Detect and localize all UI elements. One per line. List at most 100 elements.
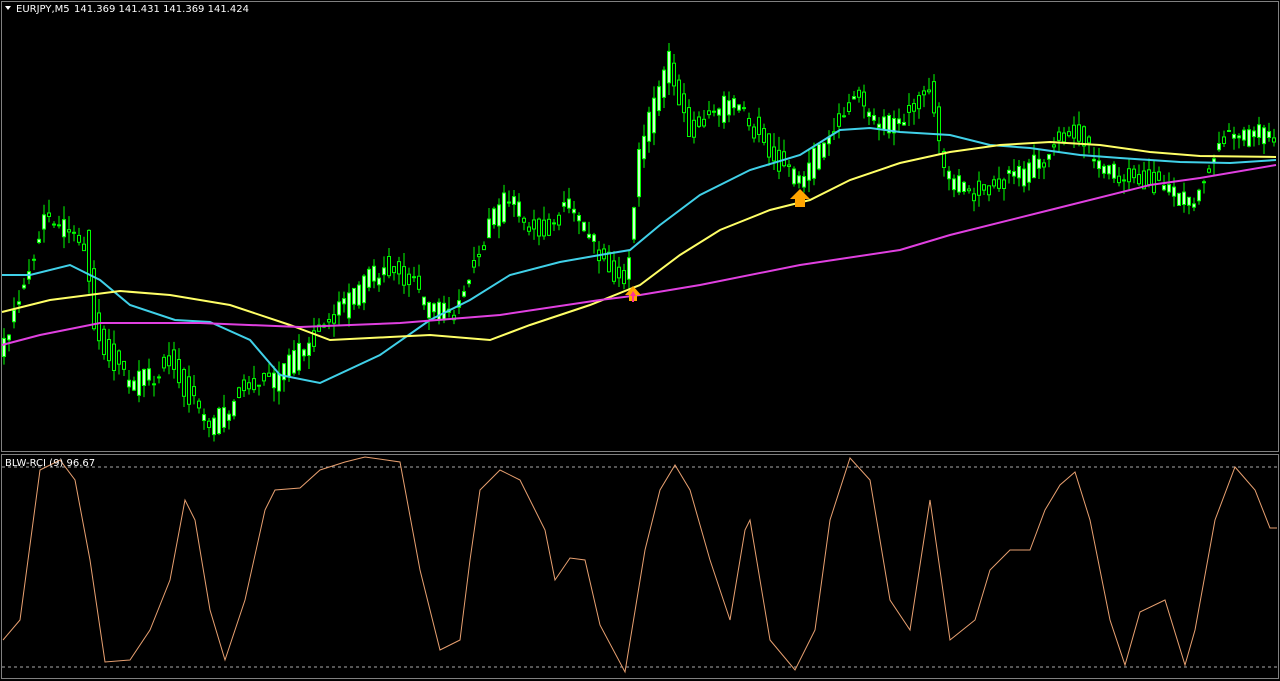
candle-body	[432, 303, 436, 313]
candle-body	[312, 330, 316, 347]
candle-body	[572, 208, 576, 214]
candle-body	[857, 89, 861, 98]
candle-body	[72, 231, 76, 234]
candle-body	[2, 337, 6, 358]
candle-body	[92, 268, 96, 330]
candle-body	[837, 113, 841, 127]
candle-body	[127, 379, 131, 388]
candle-body	[967, 188, 971, 192]
candle-body	[407, 273, 411, 286]
candle-body	[1017, 165, 1021, 179]
candle-body	[1132, 168, 1136, 179]
candle-body	[552, 222, 556, 225]
candle-body	[672, 62, 676, 87]
candle-body	[932, 81, 936, 114]
candle-body	[42, 214, 46, 230]
candle-body	[532, 219, 536, 230]
candle-body	[1067, 131, 1071, 137]
candle-body	[247, 382, 251, 390]
candle-body	[657, 86, 661, 112]
candle-body	[132, 380, 136, 391]
candle-body	[47, 212, 51, 217]
candle-body	[1182, 191, 1186, 206]
candle-body	[882, 116, 886, 130]
candle-body	[1177, 192, 1181, 206]
candle-body	[307, 342, 311, 356]
candle-body	[1142, 170, 1146, 190]
candle-body	[372, 265, 376, 282]
candle-body	[797, 175, 801, 184]
candle-body	[12, 309, 16, 323]
candle-body	[467, 279, 471, 285]
candle-body	[952, 178, 956, 191]
candle-body	[177, 359, 181, 384]
candle-body	[582, 221, 586, 232]
candle-body	[317, 324, 321, 332]
candle-body	[222, 407, 226, 428]
candle-body	[1227, 130, 1231, 133]
signal-arrow	[630, 291, 636, 302]
candle-body	[297, 342, 301, 371]
candle-body	[182, 369, 186, 397]
candle-body	[1092, 158, 1096, 162]
candle-body	[502, 192, 506, 223]
candle-body	[232, 400, 236, 417]
candle-body	[477, 253, 481, 258]
candle-body	[1237, 135, 1241, 139]
candle-body	[742, 107, 746, 110]
candle-body	[1172, 186, 1176, 197]
candle-body	[617, 266, 621, 279]
candle-body	[787, 164, 791, 167]
candle-body	[262, 373, 266, 382]
candle-body	[1157, 171, 1161, 181]
candle-body	[752, 126, 756, 139]
main-panel-border	[1, 1, 1279, 452]
candle-body	[567, 198, 571, 209]
indicator-label: BLW-RCI (9) 96.67	[5, 458, 95, 469]
candle-body	[427, 302, 431, 319]
buy-arrow	[790, 189, 810, 207]
candle-body	[662, 69, 666, 98]
candle-body	[707, 110, 711, 116]
candle-body	[1222, 136, 1226, 145]
candle-body	[302, 349, 306, 357]
candle-body	[82, 243, 86, 252]
candle-body	[987, 185, 991, 196]
candle-body	[367, 268, 371, 288]
candle-body	[1102, 165, 1106, 174]
candle-body	[17, 301, 21, 305]
candle-body	[1232, 133, 1236, 139]
candle-body	[1072, 124, 1076, 139]
indicator-panel-border	[1, 454, 1279, 679]
candle-body	[97, 312, 101, 342]
candle-body	[712, 110, 716, 113]
candle-body	[472, 259, 476, 268]
rci-path	[2, 456, 1277, 674]
candle-body	[1052, 144, 1056, 148]
candle-body	[852, 96, 856, 100]
candle-body	[417, 275, 421, 290]
candle-body	[727, 100, 731, 116]
candle-body	[772, 146, 776, 162]
candle-body	[542, 219, 546, 237]
candle-body	[1012, 171, 1016, 177]
rci-line	[2, 456, 1277, 674]
candle-body	[1192, 203, 1196, 208]
candle-body	[22, 284, 26, 289]
candle-body	[997, 178, 1001, 189]
candles	[2, 42, 1276, 442]
candle-body	[907, 105, 911, 113]
candle-body	[102, 328, 106, 356]
candle-body	[1007, 169, 1011, 174]
candle-body	[732, 98, 736, 109]
candle-body	[292, 350, 296, 374]
candle-body	[867, 111, 871, 117]
menu-triangle[interactable]	[5, 6, 11, 10]
candle-body	[1062, 132, 1066, 143]
candle-body	[52, 223, 56, 226]
candle-body	[147, 368, 151, 381]
candle-body	[537, 218, 541, 237]
candle-body	[112, 343, 116, 372]
candle-body	[1117, 175, 1121, 184]
candle-body	[492, 208, 496, 226]
